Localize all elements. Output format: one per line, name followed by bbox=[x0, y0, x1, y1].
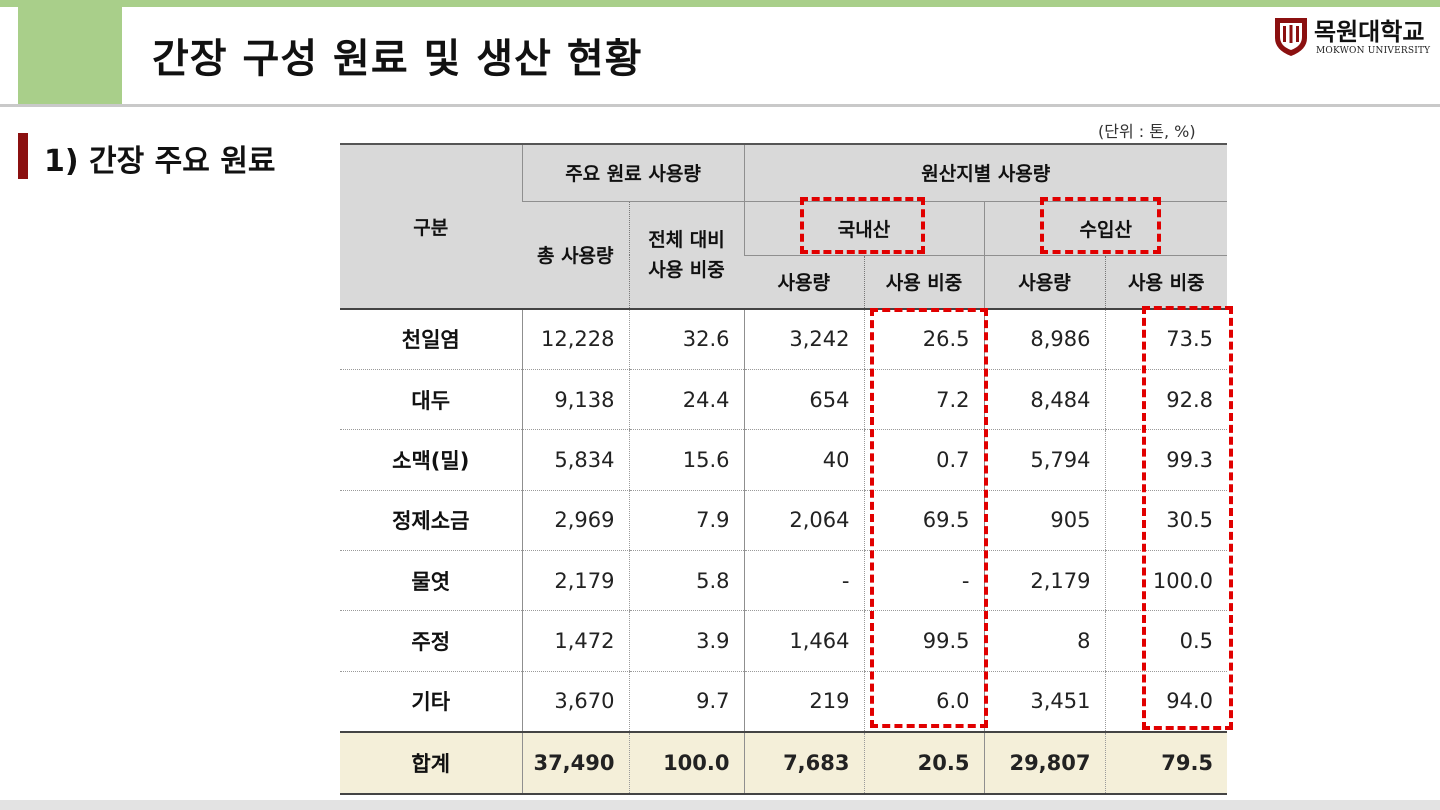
row-name: 대두 bbox=[340, 369, 523, 431]
section-marker bbox=[18, 133, 28, 179]
imported-highlight-box bbox=[1040, 197, 1161, 254]
cell-domestic-share: 26.5 bbox=[863, 309, 984, 370]
total-imported-share: 79.5 bbox=[1104, 730, 1228, 795]
row-name: 주정 bbox=[340, 610, 523, 672]
header-total-usage: 총 사용량 bbox=[522, 201, 629, 310]
total-imported: 29,807 bbox=[983, 730, 1105, 795]
header-origin-usage: 원산지별 사용량 bbox=[743, 143, 1228, 202]
cell-total: 2,179 bbox=[522, 550, 629, 612]
row-name: 물엿 bbox=[340, 550, 523, 612]
cell-share: 24.4 bbox=[628, 369, 744, 431]
section-title: 1) 간장 주요 원료 bbox=[44, 144, 276, 179]
table-row: 정제소금 2,969 7.9 2,064 69.5 905 30.5 bbox=[340, 490, 1228, 552]
cell-domestic: 654 bbox=[743, 369, 864, 431]
cell-domestic: 2,064 bbox=[743, 490, 864, 552]
top-accent-bar bbox=[0, 0, 1440, 7]
cell-domestic: 40 bbox=[743, 429, 864, 491]
cell-domestic: 1,464 bbox=[743, 610, 864, 672]
total-row: 합계 37,490 100.0 7,683 20.5 29,807 79.5 bbox=[340, 730, 1228, 795]
cell-domestic-share: 99.5 bbox=[863, 610, 984, 672]
university-emblem-icon bbox=[1275, 18, 1307, 56]
cell-domestic-share: 69.5 bbox=[863, 490, 984, 552]
cell-share: 7.9 bbox=[628, 490, 744, 552]
header-domestic: 국내산 bbox=[743, 201, 984, 256]
cell-imported: 905 bbox=[983, 490, 1105, 552]
cell-imported-share: 73.5 bbox=[1104, 309, 1228, 370]
cell-total: 3,670 bbox=[522, 671, 629, 733]
cell-share: 15.6 bbox=[628, 429, 744, 491]
header-imported-usage: 사용량 bbox=[983, 255, 1105, 310]
cell-share: 5.8 bbox=[628, 550, 744, 612]
table-row: 천일염 12,228 32.6 3,242 26.5 8,986 73.5 bbox=[340, 309, 1228, 370]
row-name: 정제소금 bbox=[340, 490, 523, 552]
total-label: 합계 bbox=[340, 730, 523, 795]
cell-imported-share: 99.3 bbox=[1104, 429, 1228, 491]
domestic-share-highlight-box bbox=[870, 308, 988, 728]
cell-imported: 8,986 bbox=[983, 309, 1105, 370]
cell-imported: 8 bbox=[983, 610, 1105, 672]
bottom-bar bbox=[0, 800, 1440, 810]
logo-subtitle: MOKWON UNIVERSITY bbox=[1316, 46, 1431, 56]
table-row: 기타 3,670 9.7 219 6.0 3,451 94.0 bbox=[340, 671, 1228, 733]
cell-total: 2,969 bbox=[522, 490, 629, 552]
university-logo: 목원대학교 MOKWON UNIVERSITY bbox=[1272, 14, 1440, 62]
header-main-usage: 주요 원료 사용량 bbox=[521, 143, 744, 202]
cell-share: 3.9 bbox=[628, 610, 744, 672]
total-domestic: 7,683 bbox=[743, 730, 864, 795]
raw-material-table: 구분 주요 원료 사용량 원산지별 사용량 총 사용량 전체 대비 사용 비중 … bbox=[340, 143, 1228, 795]
cell-imported-share: 100.0 bbox=[1104, 550, 1228, 612]
cell-total: 1,472 bbox=[522, 610, 629, 672]
header-imported-share: 사용 비중 bbox=[1104, 255, 1228, 310]
table-row: 소맥(밀) 5,834 15.6 40 0.7 5,794 99.3 bbox=[340, 429, 1228, 491]
header-domestic-share: 사용 비중 bbox=[863, 255, 984, 310]
cell-imported: 2,179 bbox=[983, 550, 1105, 612]
table-row: 물엿 2,179 5.8 - - 2,179 100.0 bbox=[340, 550, 1228, 612]
header-domestic-usage: 사용량 bbox=[744, 255, 864, 310]
cell-domestic-share: - bbox=[863, 550, 984, 612]
cell-imported-share: 30.5 bbox=[1104, 490, 1228, 552]
cell-domestic-share: 0.7 bbox=[863, 429, 984, 491]
domestic-highlight-box bbox=[800, 197, 925, 254]
row-name: 소맥(밀) bbox=[340, 429, 523, 491]
logo-name: 목원대학교 bbox=[1314, 17, 1425, 46]
cell-total: 9,138 bbox=[522, 369, 629, 431]
cell-total: 12,228 bbox=[522, 309, 629, 370]
cell-imported: 3,451 bbox=[983, 671, 1105, 733]
cell-imported: 5,794 bbox=[983, 429, 1105, 491]
total-usage: 37,490 bbox=[522, 730, 629, 795]
cell-imported: 8,484 bbox=[983, 369, 1105, 431]
header-share: 전체 대비 사용 비중 bbox=[628, 201, 744, 310]
cell-domestic: - bbox=[743, 550, 864, 612]
row-name: 기타 bbox=[340, 671, 523, 733]
table-row: 주정 1,472 3.9 1,464 99.5 8 0.5 bbox=[340, 610, 1228, 672]
imported-share-highlight-box bbox=[1142, 306, 1233, 730]
cell-imported-share: 92.8 bbox=[1104, 369, 1228, 431]
cell-share: 32.6 bbox=[628, 309, 744, 370]
page-title: 간장 구성 원료 및 생산 현황 bbox=[152, 36, 643, 82]
header-imported: 수입산 bbox=[983, 201, 1228, 256]
total-domestic-share: 20.5 bbox=[863, 730, 984, 795]
cell-total: 5,834 bbox=[522, 429, 629, 491]
title-accent-block bbox=[18, 0, 122, 106]
cell-domestic-share: 6.0 bbox=[863, 671, 984, 733]
title-divider bbox=[0, 104, 1440, 107]
unit-note: (단위 : 톤, %) bbox=[1098, 122, 1196, 141]
row-name: 천일염 bbox=[340, 309, 523, 370]
cell-domestic: 3,242 bbox=[743, 309, 864, 370]
table-row: 대두 9,138 24.4 654 7.2 8,484 92.8 bbox=[340, 369, 1228, 431]
header-share-line1: 전체 대비 bbox=[648, 228, 725, 251]
cell-share: 9.7 bbox=[628, 671, 744, 733]
cell-domestic: 219 bbox=[743, 671, 864, 733]
header-category: 구분 bbox=[340, 143, 522, 310]
header-share-line2: 사용 비중 bbox=[648, 258, 725, 281]
total-share: 100.0 bbox=[628, 730, 744, 795]
cell-imported-share: 0.5 bbox=[1104, 610, 1228, 672]
cell-domestic-share: 7.2 bbox=[863, 369, 984, 431]
